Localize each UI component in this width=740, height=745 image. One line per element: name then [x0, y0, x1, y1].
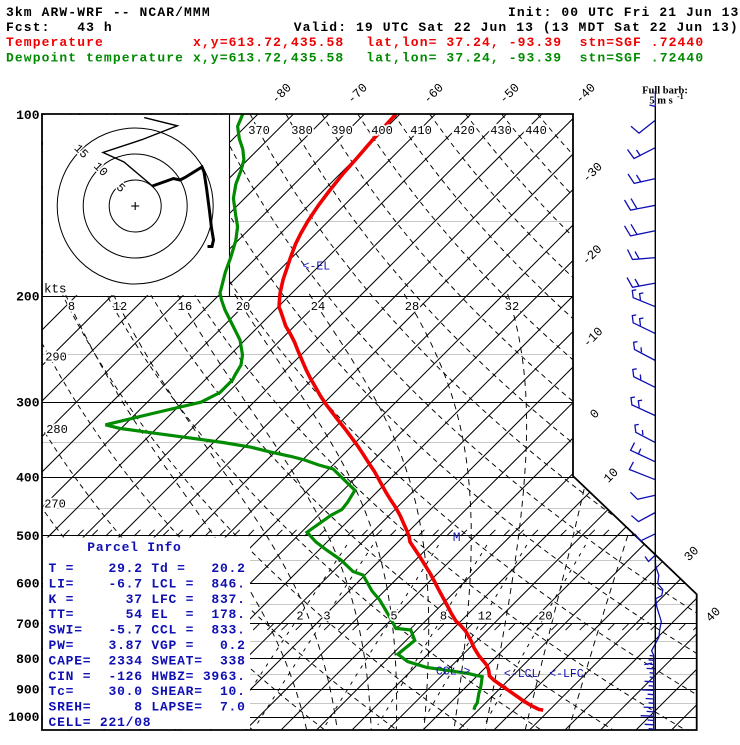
svg-text:Init: 00 UTC Fri 21 Jun 13: Init: 00 UTC Fri 21 Jun 13: [508, 5, 739, 20]
svg-text:5: 5: [390, 610, 397, 624]
svg-text:<-EL: <-EL: [303, 261, 331, 274]
svg-text:800: 800: [16, 652, 40, 667]
svg-text:<-LCL: <-LCL: [504, 668, 539, 681]
svg-text:Dewpoint temperature: Dewpoint temperature: [6, 51, 184, 66]
svg-text:390: 390: [331, 124, 353, 138]
svg-text:VGP = 0.2: VGP = 0.2: [151, 638, 245, 653]
svg-text:EL = 178.: EL = 178.: [151, 607, 245, 622]
svg-text:12: 12: [478, 610, 492, 624]
svg-text:lat,lon= 37.24, -93.39: lat,lon= 37.24, -93.39: [366, 35, 562, 50]
svg-text:12: 12: [113, 300, 127, 314]
svg-text:HWBZ= 3963.: HWBZ= 3963.: [151, 669, 245, 684]
svg-text:8: 8: [440, 610, 447, 624]
svg-text:stn=SGF .72440: stn=SGF .72440: [580, 35, 705, 50]
svg-text:8: 8: [68, 300, 75, 314]
svg-text:420: 420: [453, 124, 475, 138]
svg-text:410: 410: [410, 124, 432, 138]
svg-text:x,y=613.72,435.58: x,y=613.72,435.58: [193, 35, 344, 50]
svg-text:Temperature: Temperature: [6, 35, 104, 50]
svg-text:x,y=613.72,435.58: x,y=613.72,435.58: [193, 51, 344, 66]
svg-text:500: 500: [16, 529, 40, 544]
svg-text:M: M: [453, 530, 461, 545]
svg-text:200: 200: [16, 289, 40, 304]
svg-text:900: 900: [16, 683, 40, 698]
svg-text:CCL = 833.: CCL = 833.: [151, 623, 245, 638]
svg-text:100: 100: [16, 108, 40, 123]
svg-text:SWI= -5.7: SWI= -5.7: [49, 623, 143, 638]
svg-text:LFC = 837.: LFC = 837.: [151, 592, 245, 607]
svg-text:Fcst: 43 h: Fcst: 43 h: [6, 20, 113, 35]
svg-text:24: 24: [311, 300, 325, 314]
svg-text:20: 20: [236, 300, 250, 314]
svg-text:270: 270: [44, 498, 66, 512]
svg-text:lat,lon= 37.24, -93.39: lat,lon= 37.24, -93.39: [366, 51, 562, 66]
svg-text:LI= -6.7: LI= -6.7: [49, 576, 143, 591]
svg-text:5 m s: 5 m s: [649, 96, 672, 107]
svg-text:370: 370: [248, 124, 270, 138]
svg-text:<-LFC: <-LFC: [549, 668, 584, 681]
svg-text:440: 440: [525, 124, 547, 138]
svg-text:400: 400: [16, 471, 40, 486]
svg-text:16: 16: [178, 300, 192, 314]
svg-text:300: 300: [16, 395, 40, 410]
svg-text:PW= 3.87: PW= 3.87: [49, 638, 143, 653]
svg-text:TT= 54: TT= 54: [49, 607, 143, 622]
svg-text:LCL = 846.: LCL = 846.: [151, 576, 245, 591]
svg-text:-1: -1: [677, 92, 684, 101]
svg-text:380: 380: [291, 124, 313, 138]
svg-text:CELL= 221/08: CELL= 221/08: [49, 715, 152, 730]
svg-text:20: 20: [538, 610, 552, 624]
svg-text:3: 3: [323, 610, 330, 624]
svg-text:T = 29.2: T = 29.2: [49, 561, 143, 576]
svg-text:Parcel Info: Parcel Info: [87, 540, 181, 555]
svg-text:3km ARW-WRF -- NCAR/MMM: 3km ARW-WRF -- NCAR/MMM: [6, 5, 211, 20]
svg-text:430: 430: [490, 124, 512, 138]
svg-text:290: 290: [45, 351, 67, 365]
svg-text:32: 32: [505, 300, 519, 314]
svg-text:SWEAT= 338: SWEAT= 338: [151, 653, 245, 668]
svg-text:700: 700: [16, 617, 40, 632]
svg-text:CIN = -126: CIN = -126: [49, 669, 143, 684]
svg-text:280: 280: [46, 423, 68, 437]
svg-text:28: 28: [405, 300, 419, 314]
svg-text:K = 37: K = 37: [49, 592, 143, 607]
svg-text:600: 600: [16, 577, 40, 592]
svg-text:1000: 1000: [8, 710, 39, 725]
svg-text:CCL->: CCL->: [436, 666, 471, 679]
svg-text:Tc= 30.0: Tc= 30.0: [49, 684, 143, 699]
svg-text:Td = 20.2: Td = 20.2: [151, 561, 245, 576]
svg-text:SHEAR= 10.: SHEAR= 10.: [151, 684, 245, 699]
svg-text:stn=SGF .72440: stn=SGF .72440: [580, 51, 705, 66]
svg-text:SREH= 8: SREH= 8: [49, 700, 143, 715]
svg-text:Valid: 19 UTC Sat 22 Jun 13 (1: Valid: 19 UTC Sat 22 Jun 13 (13 MDT Sat …: [294, 20, 739, 35]
svg-text:2: 2: [296, 610, 303, 624]
svg-text:CAPE= 2334: CAPE= 2334: [49, 653, 143, 668]
svg-text:kts: kts: [44, 283, 67, 297]
svg-text:400: 400: [371, 124, 393, 138]
svg-text:LAPSE= 7.0: LAPSE= 7.0: [151, 700, 245, 715]
